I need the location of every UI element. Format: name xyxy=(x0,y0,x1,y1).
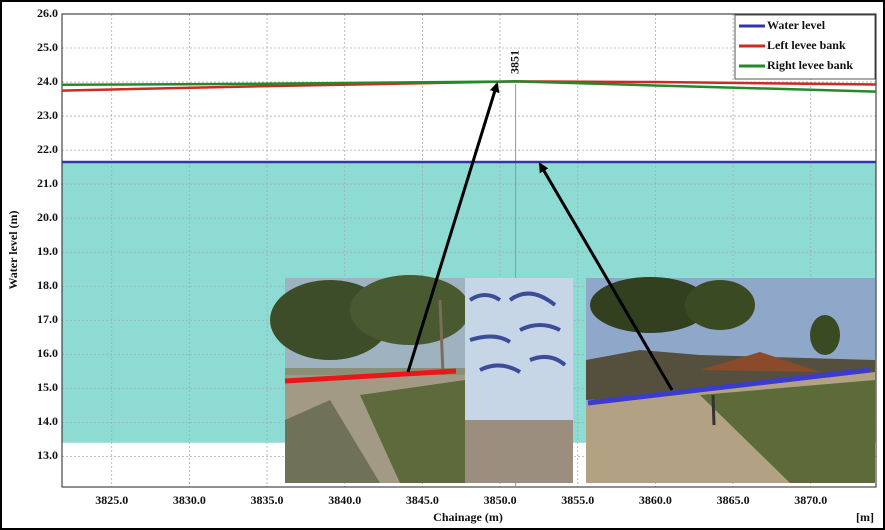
x-tick-label: 3825.0 xyxy=(95,493,128,507)
y-axis-label: Water level (m) xyxy=(6,210,20,289)
y-tick-label: 14.0 xyxy=(37,414,58,428)
chart: 13.0 14.0 15.0 16.0 17.0 18.0 19.0 20.0 21.0 22.0… xyxy=(0,0,885,530)
marker-label: 3851 xyxy=(507,50,521,74)
y-tick-label: 15.0 xyxy=(37,380,58,394)
x-tick-label: 3835.0 xyxy=(251,493,284,507)
x-tick-label: 3850.0 xyxy=(484,493,517,507)
x-tick-label: 3840.0 xyxy=(328,493,361,507)
y-tick-label: 18.0 xyxy=(37,278,58,292)
y-tick-label: 22.0 xyxy=(37,142,58,156)
x-axis-label: Chainage (m) xyxy=(433,510,503,524)
right-photo xyxy=(586,277,875,483)
x-tick-label: 3860.0 xyxy=(639,493,672,507)
legend-label: Water level xyxy=(767,18,826,32)
photos xyxy=(270,275,875,483)
x-tick-label: 3845.0 xyxy=(406,493,439,507)
y-tick-label: 13.0 xyxy=(37,448,58,462)
legend-label: Right levee bank xyxy=(767,58,853,72)
x-tick-label: 3830.0 xyxy=(173,493,206,507)
legend-label: Left levee bank xyxy=(767,38,846,52)
x-tick-label: 3870.0 xyxy=(794,493,827,507)
y-tick-label: 25.0 xyxy=(37,40,58,54)
y-tick-label: 26.0 xyxy=(37,6,58,20)
left-photo xyxy=(270,275,573,483)
y-tick-label: 21.0 xyxy=(37,176,58,190)
x-unit-label: [m] xyxy=(856,510,874,524)
x-tick-label: 3855.0 xyxy=(561,493,594,507)
y-tick-label: 24.0 xyxy=(37,74,58,88)
y-tick-label: 20.0 xyxy=(37,210,58,224)
x-tick-label: 3865.0 xyxy=(717,493,750,507)
y-tick-label: 16.0 xyxy=(37,346,58,360)
y-tick-label: 19.0 xyxy=(37,244,58,258)
y-tick-label: 17.0 xyxy=(37,312,58,326)
y-tick-label: 23.0 xyxy=(37,108,58,122)
